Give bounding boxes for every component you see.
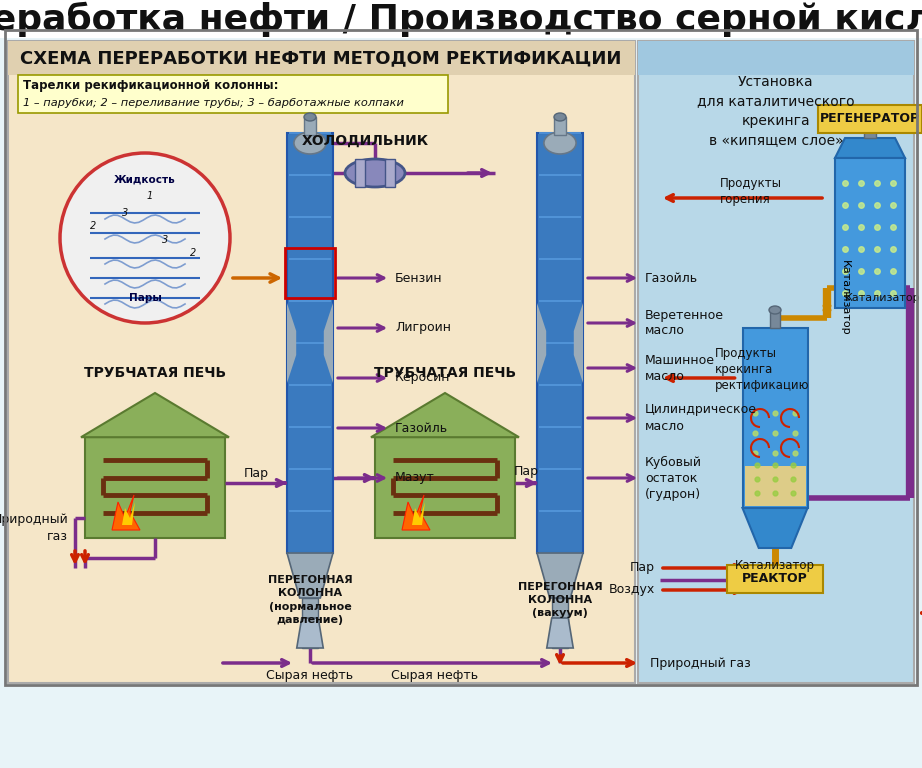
Text: РЕАКТОР: РЕАКТОР [742, 572, 808, 585]
Bar [742, 328, 808, 508]
Polygon shape [742, 508, 808, 548]
Text: Природный
газ: Природный газ [0, 513, 68, 543]
Text: СХЕМА ПЕРЕРАБОТКИ НЕФТИ МЕТОДОМ РЕКТИФИКАЦИИ: СХЕМА ПЕРЕРАБОТКИ НЕФТИ МЕТОДОМ РЕКТИФИК… [20, 49, 621, 67]
Text: 2: 2 [89, 221, 96, 231]
Text: Продукты
горения: Продукты горения [720, 177, 782, 206]
Text: 3: 3 [122, 208, 128, 218]
Text: Кубовый
остаток
(гудрон): Кубовый остаток (гудрон) [645, 455, 702, 501]
Polygon shape [81, 393, 229, 437]
Polygon shape [287, 553, 333, 598]
Bar [85, 437, 225, 538]
Polygon shape [122, 502, 135, 525]
Text: Тарелки рекификационной колонны:: Тарелки рекификационной колонны: [23, 78, 278, 91]
Bar [864, 116, 876, 138]
Polygon shape [835, 138, 905, 158]
Text: Пар: Пар [514, 465, 538, 478]
Text: Мазут: Мазут [395, 472, 435, 485]
Circle shape [60, 153, 230, 323]
Polygon shape [573, 303, 583, 383]
Text: 1: 1 [147, 191, 153, 201]
Bar [551, 598, 568, 648]
Text: Пар: Пар [630, 561, 655, 574]
Polygon shape [412, 502, 425, 525]
Polygon shape [112, 495, 140, 530]
Bar [287, 133, 333, 553]
Polygon shape [371, 393, 519, 437]
Bar [554, 117, 566, 135]
Text: Переработка нефти / Производство серной кислоты: Переработка нефти / Производство серной … [0, 2, 922, 37]
Text: ТРУБЧАТАЯ ПЕЧЬ: ТРУБЧАТАЯ ПЕЧЬ [84, 366, 226, 380]
Bar [744, 466, 806, 506]
Polygon shape [287, 303, 296, 383]
Text: Пар: Пар [243, 466, 268, 479]
Ellipse shape [294, 132, 326, 154]
Ellipse shape [554, 113, 566, 121]
Bar [18, 75, 448, 113]
Text: 1 – парубки; 2 – переливание трубы; 3 – барботажные колпаки: 1 – парубки; 2 – переливание трубы; 3 – … [23, 98, 404, 108]
Text: 2: 2 [190, 248, 196, 258]
Text: Бензин: Бензин [395, 272, 443, 284]
Text: ТРУБЧАТАЯ ПЕЧЬ: ТРУБЧАТАЯ ПЕЧЬ [374, 366, 516, 380]
Bar [818, 105, 922, 133]
Text: Газойль: Газойль [645, 272, 698, 284]
Text: 3: 3 [162, 235, 168, 245]
Text: Катализатор: Катализатор [840, 260, 850, 336]
Bar [537, 133, 583, 553]
Polygon shape [547, 618, 573, 648]
Polygon shape [324, 303, 333, 383]
Ellipse shape [863, 111, 877, 121]
Text: Природный газ: Природный газ [650, 657, 751, 670]
Bar [727, 565, 823, 593]
Bar [375, 437, 515, 538]
Text: Сырая нефть: Сырая нефть [266, 670, 353, 683]
Polygon shape [402, 495, 430, 530]
Bar [638, 41, 914, 683]
Text: Керосин: Керосин [395, 372, 451, 385]
Bar [5, 30, 917, 685]
Text: Цилиндрическое
масло: Цилиндрическое масло [645, 403, 757, 432]
Text: Газойль: Газойль [395, 422, 448, 435]
Bar [638, 41, 914, 75]
Text: Катализатор: Катализатор [845, 293, 921, 303]
Bar [835, 158, 905, 308]
Ellipse shape [544, 132, 576, 154]
Text: Лигроин: Лигроин [395, 322, 451, 335]
Bar [770, 310, 780, 328]
Text: Пары: Пары [128, 293, 161, 303]
Bar [301, 598, 318, 648]
Text: Воздух: Воздух [609, 584, 655, 597]
Bar [304, 117, 316, 135]
Text: Катализатор: Катализатор [735, 560, 815, 572]
Text: ПЕРЕГОННАЯ
КОЛОННА
(вакуум): ПЕРЕГОННАЯ КОЛОННА (вакуум) [517, 582, 602, 618]
Polygon shape [537, 303, 546, 383]
Ellipse shape [769, 306, 781, 314]
Text: ХОЛОДИЛЬНИК: ХОЛОДИЛЬНИК [301, 134, 429, 148]
Ellipse shape [345, 159, 405, 187]
Text: Веретенное
масло: Веретенное масло [645, 309, 724, 337]
Ellipse shape [304, 113, 316, 121]
Text: Продукты
крекинга
ректификацию: Продукты крекинга ректификацию [715, 347, 810, 392]
Text: РЕГЕНЕРАТОР: РЕГЕНЕРАТОР [820, 112, 920, 125]
Polygon shape [297, 618, 324, 648]
Bar [8, 41, 635, 75]
Text: Сырая нефть: Сырая нефть [392, 670, 479, 683]
Text: Установка
для каталитического
крекинга
в «кипящем слое»: Установка для каталитического крекинга в… [697, 75, 855, 147]
Polygon shape [537, 553, 583, 598]
Text: Машинное
масло: Машинное масло [645, 353, 715, 382]
Text: Жидкость: Жидкость [114, 175, 176, 185]
Bar [8, 41, 635, 683]
Text: ПЕРЕГОННАЯ
КОЛОННА
(нормальное
давление): ПЕРЕГОННАЯ КОЛОННА (нормальное давление) [267, 575, 352, 625]
Bar [285, 248, 335, 298]
Bar [0, 0, 922, 38]
Bar [385, 159, 395, 187]
Bar [355, 159, 365, 187]
